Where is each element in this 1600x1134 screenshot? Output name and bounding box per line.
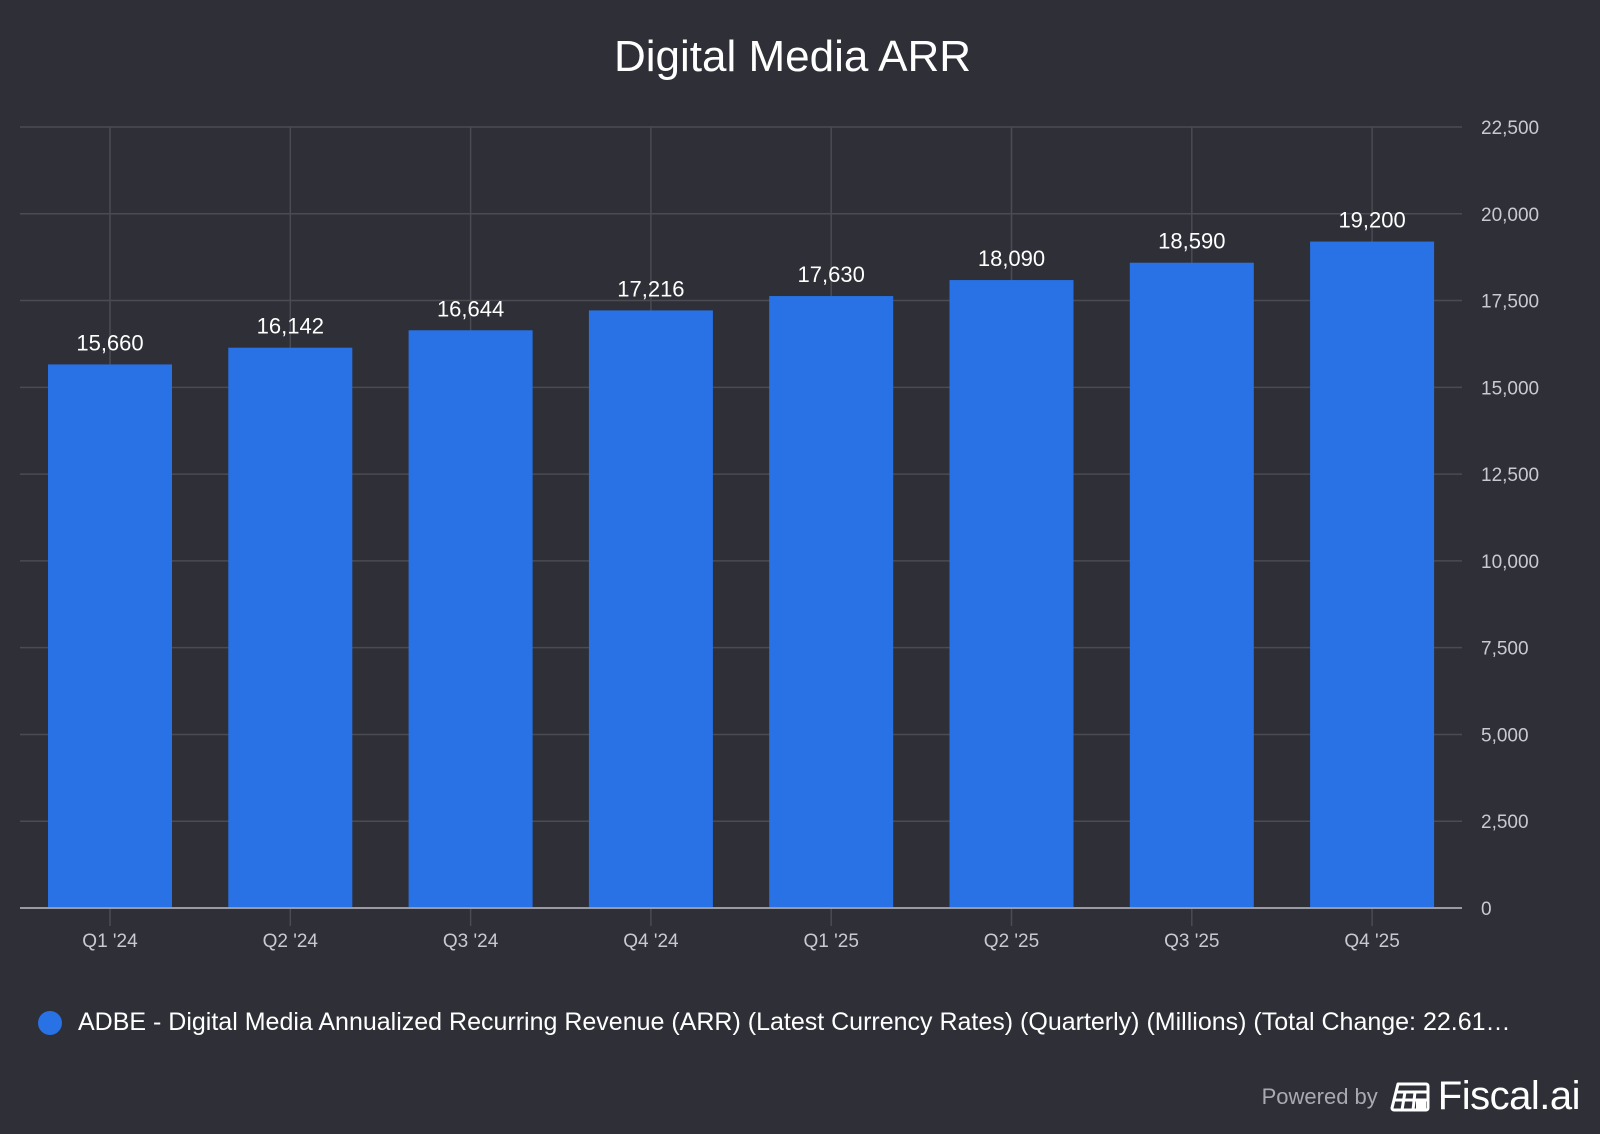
x-axis-tick-labels: Q1 '24 Q2 '24 Q3 '24 Q4 '24 Q1 '25 Q2 '25 Q3 '… bbox=[82, 931, 1399, 952]
bar-value-label: 16,644 bbox=[437, 296, 504, 321]
y-tick-label: 0 bbox=[1481, 899, 1492, 920]
legend-marker-icon bbox=[38, 1010, 62, 1035]
x-tick-label: Q1 '24 bbox=[82, 931, 138, 952]
y-tick-label: 20,000 bbox=[1481, 205, 1539, 226]
bar bbox=[408, 330, 533, 908]
bar bbox=[1310, 241, 1435, 909]
legend[interactable]: ADBE - Digital Media Annualized Recurrin… bbox=[38, 1008, 1511, 1037]
bar-value-label: 17,630 bbox=[798, 262, 865, 287]
bar-value-labels: 15,660 16,142 16,644 17,216 17,630 18,090 18,5… bbox=[76, 208, 1405, 356]
x-tick-label: Q3 '25 bbox=[1164, 931, 1219, 952]
bar-value-label: 19,200 bbox=[1338, 208, 1405, 233]
y-tick-label: 5,000 bbox=[1481, 725, 1529, 746]
x-tick-label: Q2 '25 bbox=[984, 931, 1039, 952]
y-tick-label: 17,500 bbox=[1481, 292, 1539, 313]
bar-chart: 15,660 16,142 16,644 17,216 17,630 18,090 18,5… bbox=[20, 118, 1539, 952]
y-tick-label: 7,500 bbox=[1481, 639, 1529, 660]
bar bbox=[588, 310, 713, 908]
bar bbox=[1129, 262, 1254, 908]
bar bbox=[228, 347, 353, 908]
x-tick-label: Q3 '24 bbox=[443, 931, 499, 952]
x-tick-label: Q4 '25 bbox=[1344, 931, 1399, 952]
y-tick-label: 15,000 bbox=[1481, 378, 1539, 399]
bar bbox=[48, 364, 172, 908]
powered-by-text: Powered by bbox=[1261, 1083, 1378, 1109]
brand-name: Fiscal.ai bbox=[1437, 1074, 1581, 1118]
x-tick-label: Q4 '24 bbox=[623, 931, 679, 952]
y-tick-label: 2,500 bbox=[1481, 812, 1529, 833]
x-tick-label: Q1 '25 bbox=[804, 931, 859, 952]
legend-label: ADBE - Digital Media Annualized Recurrin… bbox=[78, 1008, 1511, 1036]
bar-value-label: 18,090 bbox=[978, 246, 1045, 271]
fiscal-ai-logo-icon bbox=[1390, 1082, 1430, 1111]
x-tick-label: Q2 '24 bbox=[263, 931, 319, 952]
chart-title: Digital Media ARR bbox=[613, 32, 972, 81]
bar-value-label: 17,216 bbox=[617, 276, 684, 301]
bar-value-label: 18,590 bbox=[1158, 229, 1225, 254]
bars bbox=[48, 241, 1435, 909]
y-tick-label: 22,500 bbox=[1481, 118, 1539, 139]
bar-value-label: 15,660 bbox=[76, 330, 143, 355]
footer-branding: Powered by Fiscal.ai bbox=[1261, 1074, 1581, 1119]
bar-value-label: 16,142 bbox=[257, 314, 324, 339]
y-axis-tick-labels: 0 2,500 5,000 7,500 10,000 12,500 15,000 17,500… bbox=[1481, 118, 1539, 920]
bar bbox=[949, 280, 1074, 908]
bar bbox=[769, 296, 894, 909]
y-tick-label: 10,000 bbox=[1481, 552, 1539, 573]
y-tick-label: 12,500 bbox=[1481, 465, 1539, 486]
